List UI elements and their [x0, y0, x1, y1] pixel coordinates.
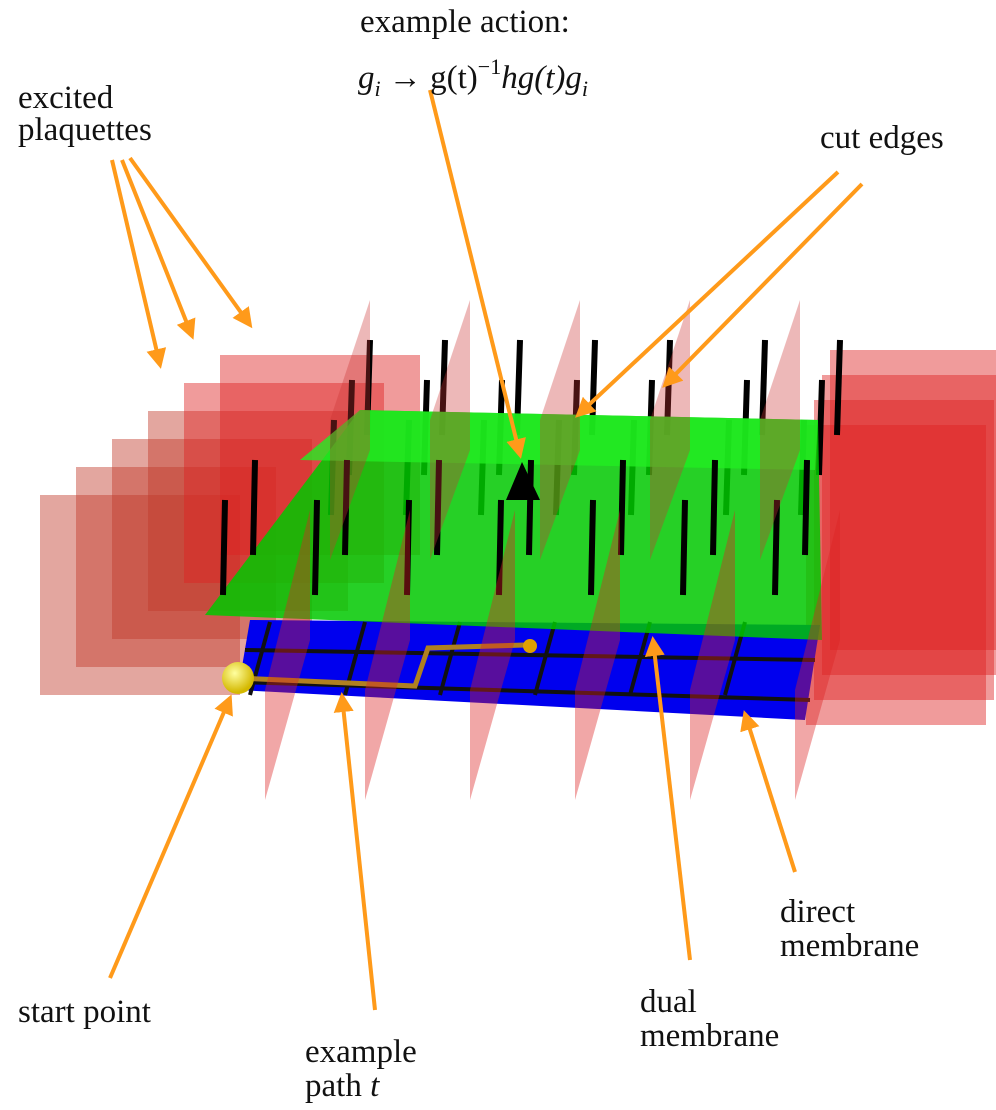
label: membrane [640, 1018, 779, 1054]
formula-part: g [358, 60, 375, 96]
formula: gi → g(t)−1hg(t)gi [358, 54, 588, 101]
cut-edge [253, 460, 255, 555]
cut-edge [621, 460, 623, 555]
formula-part: → g(t) [381, 60, 478, 96]
cut-edge [819, 380, 822, 475]
formula-part: i [582, 76, 588, 101]
cut-edge [805, 460, 807, 555]
cut-edge [837, 340, 840, 435]
label: cut edges [820, 120, 944, 156]
label: excited [18, 80, 114, 116]
label: start point [18, 994, 151, 1030]
cut-edge [591, 500, 593, 595]
label: path t [305, 1068, 380, 1104]
formula-part: −1 [478, 54, 501, 79]
label-part: t [370, 1068, 380, 1104]
cut-edge [713, 460, 715, 555]
formula-part: hg(t)g [501, 60, 582, 96]
label: dual [640, 984, 697, 1020]
diagram: example action: gi → g(t)−1hg(t)gi excit… [0, 0, 996, 1110]
label-part: path [305, 1068, 362, 1104]
path-end [523, 639, 537, 653]
scene [40, 300, 996, 800]
cut-edge [223, 500, 225, 595]
label: membrane [780, 928, 919, 964]
start-point [222, 662, 254, 694]
label: plaquettes [18, 112, 152, 148]
cut-edge [683, 500, 685, 595]
action-title: example action: [360, 4, 570, 40]
cut-edge [315, 500, 317, 595]
label: direct [780, 894, 855, 930]
cut-edge [529, 460, 531, 555]
label: example [305, 1034, 417, 1070]
